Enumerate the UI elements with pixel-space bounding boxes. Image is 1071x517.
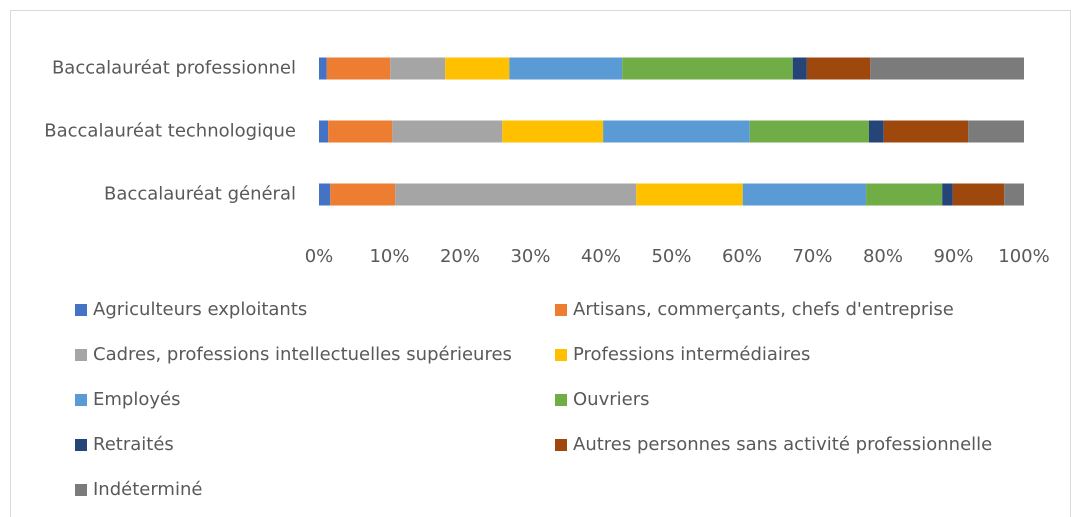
bar-segment [330, 183, 396, 206]
bar-segment [636, 183, 743, 206]
bar-segment [509, 57, 623, 80]
bar-segment [742, 183, 867, 206]
bar-segment [326, 57, 391, 80]
legend-label: Retraités [93, 434, 174, 455]
legend-label: Employés [93, 389, 180, 410]
bar-segment [749, 120, 869, 143]
bar-segment [1004, 183, 1024, 206]
legend-swatch [555, 304, 567, 316]
bar-segment [395, 183, 637, 206]
y-tick-label: Baccalauréat général [104, 184, 296, 205]
x-tick-label: 70% [792, 246, 832, 267]
x-tick-label: 80% [863, 246, 903, 267]
bar-segment [319, 120, 329, 143]
bar-segment [883, 120, 969, 143]
bar-segment [603, 120, 750, 143]
x-tick-label: 100% [998, 246, 1049, 267]
bar-segment [319, 57, 327, 80]
x-tick-label: 90% [933, 246, 973, 267]
bar-segment [942, 183, 953, 206]
x-tick-label: 10% [369, 246, 409, 267]
x-tick-label: 40% [581, 246, 621, 267]
bar-segment [968, 120, 1024, 143]
legend-swatch [555, 394, 567, 406]
bar-segment [319, 183, 331, 206]
bar-segment [952, 183, 1005, 206]
legend-label: Professions intermédiaires [573, 344, 810, 365]
x-tick-label: 60% [722, 246, 762, 267]
bar-segment [390, 57, 446, 80]
legend-swatch [75, 439, 87, 451]
legend-swatch [75, 394, 87, 406]
x-tick-label: 50% [651, 246, 691, 267]
legend-swatch [555, 439, 567, 451]
bar-segment [866, 183, 943, 206]
legend-label: Indéterminé [93, 479, 202, 500]
legend-label: Agriculteurs exploitants [93, 299, 307, 320]
bar-segment [806, 57, 871, 80]
bar-segment [622, 57, 793, 80]
y-tick-label: Baccalauréat professionnel [52, 58, 296, 79]
bar-segment [870, 57, 1024, 80]
legend-label: Artisans, commerçants, chefs d'entrepris… [573, 299, 954, 320]
bar-segment [868, 120, 884, 143]
x-tick-label: 20% [440, 246, 480, 267]
bar-segment [445, 57, 510, 80]
x-tick-label: 0% [305, 246, 334, 267]
legend-label: Autres personnes sans activité professio… [573, 434, 992, 455]
bar-segment [502, 120, 604, 143]
bar-segment [328, 120, 393, 143]
legend-swatch [75, 349, 87, 361]
x-tick-label: 30% [510, 246, 550, 267]
bar-segment [792, 57, 807, 80]
legend-label: Cadres, professions intellectuelles supé… [93, 344, 512, 365]
legend-swatch [555, 349, 567, 361]
y-tick-label: Baccalauréat technologique [44, 121, 296, 142]
legend-swatch [75, 484, 87, 496]
legend-label: Ouvriers [573, 389, 649, 410]
bar-segment [392, 120, 503, 143]
legend-swatch [75, 304, 87, 316]
